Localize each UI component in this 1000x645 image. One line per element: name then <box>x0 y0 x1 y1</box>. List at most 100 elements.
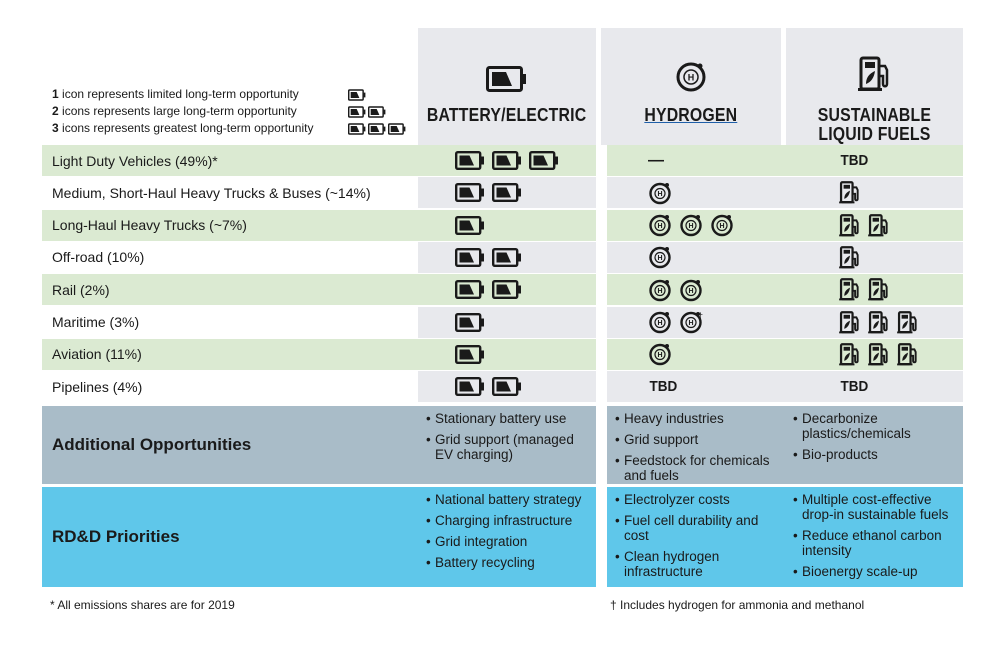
fuel-pump-icon <box>897 342 917 366</box>
battery-icon <box>455 377 484 397</box>
hydrogen-cell: — <box>607 145 787 176</box>
fuel-pump-icon <box>839 213 859 236</box>
battery-rating <box>455 377 522 397</box>
svg-text:H: H <box>657 352 662 359</box>
fuel-pump-icon <box>868 278 888 301</box>
column-header-battery: BATTERY/ELECTRIC <box>418 28 596 145</box>
fuel-cell <box>785 177 963 209</box>
battery-cell <box>418 241 596 273</box>
battery-icon <box>368 105 386 118</box>
fuel-pump-icon <box>897 310 917 333</box>
list-item: • Feedstock for chemicals and fuels <box>615 453 779 483</box>
bullet: • <box>793 564 798 579</box>
legend-text: icons represents large long-term opportu… <box>58 104 297 118</box>
row-label: Light Duty Vehicles (49%)* <box>42 145 418 176</box>
footnote-hydrogen: † Includes hydrogen for ammonia and meth… <box>610 598 865 612</box>
fuel-pump-icon <box>857 42 892 92</box>
svg-text:H: H <box>688 320 693 327</box>
legend: 1 icon represents limited long-term oppo… <box>52 86 412 137</box>
list-item-text: Bioenergy scale-up <box>802 564 918 579</box>
svg-text:H: H <box>688 73 695 83</box>
table-row: Light Duty Vehicles (49%)* — TBD <box>42 145 963 176</box>
column-title: HYDROGEN <box>644 105 738 125</box>
legend-icons <box>348 88 412 101</box>
bullet: • <box>426 432 431 447</box>
list-item-text: Heavy industries <box>624 411 724 426</box>
bullet: • <box>615 513 620 528</box>
battery-icon <box>455 312 484 332</box>
list-item-text: Grid integration <box>435 534 528 549</box>
bullet: • <box>426 513 431 528</box>
battery-rating <box>455 215 485 235</box>
list-item: • Electrolyzer costs <box>615 492 779 507</box>
hydrogen-cell: H <box>607 177 787 209</box>
bullet: • <box>793 411 798 426</box>
fuel-pump-icon <box>868 310 888 333</box>
battery-icon <box>492 247 521 267</box>
legend-number: 1 <box>52 87 59 101</box>
table-row: Maritime (3%) H H † <box>42 306 963 338</box>
bullet: • <box>615 492 620 507</box>
list-item: • Bioenergy scale-up <box>793 564 955 579</box>
fuel-pump-icon <box>839 342 859 366</box>
fuel-cell <box>785 241 963 273</box>
fuel-cell <box>785 306 963 338</box>
list-item: • Fuel cell durability and cost <box>615 513 779 543</box>
legend-number: 2 <box>52 104 59 118</box>
battery-icon <box>368 122 386 135</box>
hydrogen-cell: H H † <box>607 306 787 338</box>
additional-opportunities-label: Additional Opportunities <box>42 406 418 484</box>
battery-icon <box>486 42 528 92</box>
list-item: • Battery recycling <box>426 555 588 570</box>
list-item-text: Bio-products <box>802 447 878 462</box>
list-item: • Bio-products <box>793 447 955 462</box>
hydrogen-rating: H <box>648 342 672 366</box>
battery-icon <box>455 183 484 203</box>
bullet: • <box>426 411 431 426</box>
legend-icons <box>348 105 412 118</box>
fuel-rating <box>839 278 890 301</box>
list-item-text: Fuel cell durability and cost <box>624 513 759 543</box>
hydrogen-icon: H <box>680 311 702 334</box>
legend-row-3: 3 icons represents greatest long-term op… <box>52 120 412 137</box>
hydrogen-value: TBD <box>649 378 678 396</box>
fuel-cell <box>785 338 963 370</box>
list-item: • Stationary battery use <box>426 411 588 426</box>
fuel-pump-icon <box>839 278 859 301</box>
hydrogen-rating: H <box>648 181 672 205</box>
hydrogen-icon: H <box>711 214 733 237</box>
fuel-value: TBD <box>840 152 869 169</box>
battery-icon <box>348 88 366 101</box>
rdd-battery-list: • National battery strategy • Charging infr… <box>418 487 596 587</box>
bullet: • <box>615 453 620 468</box>
additional-fuel-list: • Decarbonize plastics/chemicals • Bio-prod… <box>785 406 963 484</box>
hydrogen-icon: H <box>649 344 671 366</box>
column-header-fuels: SUSTAINABLE LIQUID FUELS <box>786 28 963 145</box>
list-item: • Decarbonize plastics/chemicals <box>793 411 955 441</box>
legend-number: 3 <box>52 121 59 135</box>
row-label: Aviation (11%) <box>42 338 418 370</box>
list-item-text: Battery recycling <box>435 555 535 570</box>
hydrogen-cell: H <box>607 338 787 370</box>
rdd-priorities-label: RD&D Priorities <box>42 487 418 587</box>
bullet: • <box>426 492 431 507</box>
row-label: Maritime (3%) <box>42 306 418 338</box>
battery-icon <box>492 377 521 397</box>
fuel-rating <box>839 342 919 366</box>
row-label: Pipelines (4%) <box>42 371 418 403</box>
hydrogen-icon: H <box>649 247 671 269</box>
battery-icon <box>492 280 521 300</box>
fuel-cell <box>785 274 963 306</box>
battery-cell <box>418 338 596 370</box>
bullet: • <box>615 432 620 447</box>
svg-text:H: H <box>719 223 724 230</box>
list-item: • Grid integration <box>426 534 588 549</box>
list-item: • Multiple cost-effective drop-in sustain… <box>793 492 955 522</box>
battery-rating <box>455 183 522 203</box>
battery-cell <box>418 209 596 241</box>
additional-hydrogen-list: • Heavy industries • Grid support • Feedstock… <box>607 406 787 484</box>
battery-icon <box>388 122 406 135</box>
fuel-pump-icon <box>839 181 859 204</box>
battery-icon <box>455 215 484 235</box>
